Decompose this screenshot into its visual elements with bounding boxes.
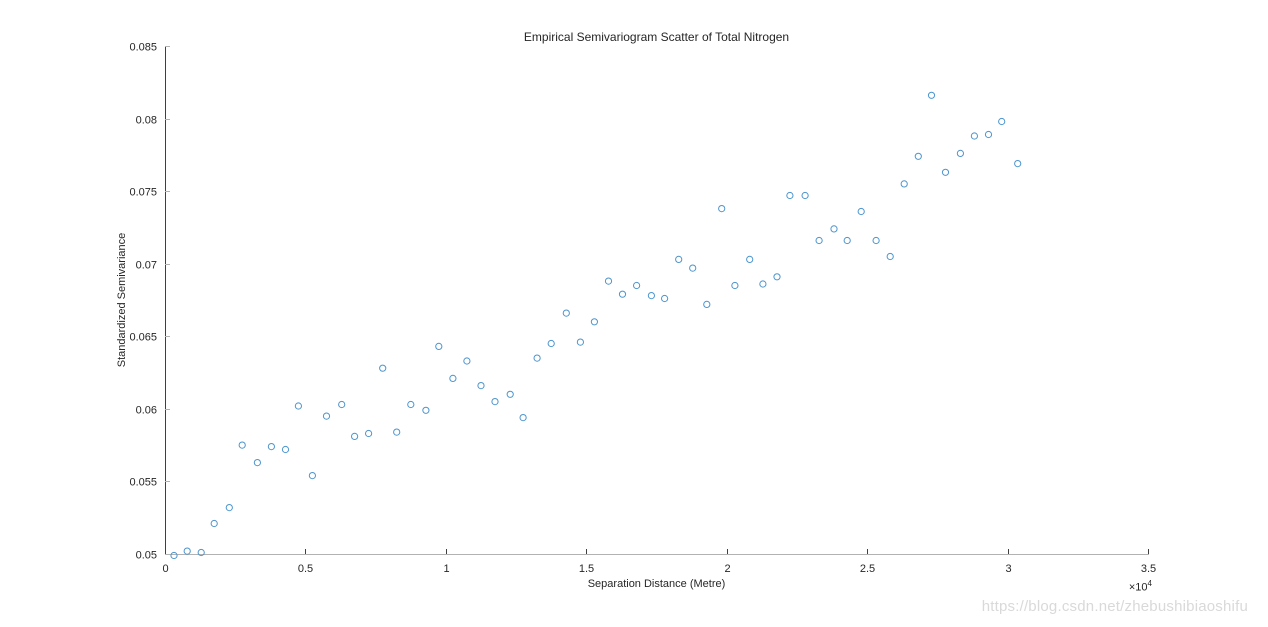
chart-title: Empirical Semivariogram Scatter of Total… <box>523 30 790 44</box>
scatter-point <box>886 252 894 261</box>
scatter-point <box>308 472 316 480</box>
scatter-point <box>210 519 218 528</box>
scatter-point <box>435 342 443 350</box>
scatter-point <box>718 205 726 213</box>
x-axis-label: Separation Distance (Metre) <box>587 578 726 590</box>
scatter-point <box>857 207 865 216</box>
scatter-point <box>956 149 965 157</box>
scatter-point <box>927 91 936 99</box>
scatter-point <box>970 132 979 140</box>
scatter-point <box>633 281 641 290</box>
scatter-point <box>422 406 430 414</box>
scatter-point <box>533 354 541 362</box>
scatter-point <box>618 290 627 298</box>
x-tick-label: 0.5 <box>298 563 313 575</box>
scatter-point <box>407 400 415 409</box>
y-tick-label: 0.085 <box>129 42 157 54</box>
scatter-point <box>393 428 401 436</box>
multiplier-base: ×10 <box>1128 581 1148 594</box>
y-tick-label: 0.055 <box>129 477 157 489</box>
scatter-point <box>379 364 387 372</box>
scatter-point <box>801 191 809 200</box>
scatter-point <box>547 339 555 348</box>
scatter-point <box>197 548 205 557</box>
scatter-point <box>477 382 485 390</box>
scatter-point <box>351 432 359 440</box>
scatter-point <box>225 504 233 512</box>
x-tick-label: 2.5 <box>860 563 875 575</box>
y-tick-label: 0.065 <box>129 332 157 344</box>
scatter-point <box>449 374 457 382</box>
scatter-point <box>830 225 838 233</box>
x-tick-label: 0 <box>162 563 168 575</box>
scatter-point <box>731 281 739 290</box>
scatter-point <box>238 441 246 449</box>
scatter-point <box>338 400 346 409</box>
scatter-point <box>267 443 275 451</box>
scatter-point <box>661 294 669 303</box>
scatter-point <box>253 459 261 467</box>
watermark-url: https://blog.csdn.net/zhebushibiaoshifu <box>981 598 1248 615</box>
scatter-point <box>294 402 302 410</box>
scatter-point <box>322 412 331 420</box>
scatter-point <box>281 445 290 454</box>
x-tick-label: 3 <box>1005 563 1011 575</box>
scatter-point <box>647 292 656 300</box>
scatter-point <box>491 398 499 406</box>
scatter-point <box>365 429 373 438</box>
scatter-point <box>576 338 585 346</box>
scatter-point <box>998 117 1006 126</box>
scatter-point <box>746 255 754 263</box>
multiplier-exponent: 4 <box>1147 579 1152 588</box>
x-tick-label: 1 <box>443 563 449 575</box>
y-tick-label: 0.075 <box>129 187 157 199</box>
scatter-point <box>703 300 711 308</box>
scatter-point <box>689 264 697 272</box>
scatter-point <box>463 357 471 365</box>
scatter-point <box>675 255 683 263</box>
x-tick-label: 1.5 <box>579 563 594 575</box>
y-tick-label: 0.08 <box>136 115 157 127</box>
scatter-point <box>519 414 527 422</box>
scatter-point <box>984 130 993 139</box>
scatter-point <box>590 318 599 326</box>
scatter-point <box>786 191 794 200</box>
scatter-point <box>562 309 570 317</box>
scatter-point <box>941 168 950 176</box>
x-tick-label: 2 <box>724 563 730 575</box>
x-axis-exponent-multiplier: ×104 <box>1129 579 1152 594</box>
scatter-point <box>183 547 191 555</box>
scatter-point <box>843 236 851 245</box>
y-tick-label: 0.06 <box>136 405 157 417</box>
y-axis-label: Standardized Semivariance <box>116 232 128 368</box>
scatter-point <box>815 236 823 245</box>
scatter-point <box>1014 160 1022 168</box>
scatter-point <box>170 551 178 560</box>
scatter-point <box>914 152 922 160</box>
scatter-point <box>506 390 514 398</box>
scatter-point <box>900 180 908 188</box>
scatter-point <box>604 277 613 285</box>
scatter-point <box>872 236 880 245</box>
scatter-point <box>759 280 767 288</box>
scatter-point <box>773 273 781 281</box>
y-tick-label: 0.05 <box>136 550 157 562</box>
y-tick-label: 0.07 <box>136 260 157 272</box>
x-tick-label: 3.5 <box>1141 563 1156 575</box>
